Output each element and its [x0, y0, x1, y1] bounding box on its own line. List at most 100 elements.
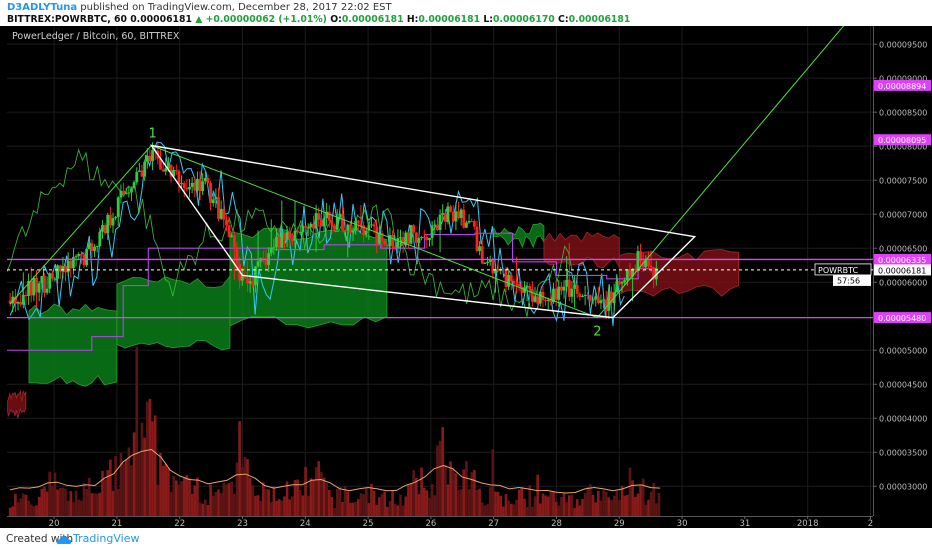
candle-body — [40, 276, 44, 284]
volume-bar — [193, 485, 197, 516]
volume-bar — [262, 482, 265, 516]
candle-body — [422, 237, 426, 239]
x-tick-label: 29 — [614, 519, 625, 528]
volume-bar — [409, 483, 413, 516]
chart-canvas[interactable]: 12 0.000095000.000090000.000085000.00008… — [0, 23, 932, 529]
author-name[interactable]: D3ADLYTuna — [7, 2, 78, 13]
candle-body — [19, 302, 23, 305]
volume-bar — [433, 495, 437, 516]
volume-bar — [370, 483, 373, 516]
volume-bar — [446, 484, 450, 516]
volume-bar — [145, 401, 149, 516]
candle-body — [475, 226, 479, 251]
candle-body — [428, 237, 431, 241]
volume-bar — [396, 505, 400, 516]
volume-bar — [269, 502, 273, 516]
volume-bar — [275, 500, 278, 516]
x-tick-label: 30 — [677, 519, 688, 528]
price-label-text: 0.00006335 — [878, 256, 926, 265]
candle-body — [98, 231, 102, 246]
volume-bar — [430, 483, 434, 516]
candle-body — [578, 293, 582, 297]
volume-bar — [528, 485, 532, 516]
candle-body — [525, 286, 529, 288]
candle-body — [261, 258, 265, 260]
x-tick-label: 2 — [868, 519, 873, 528]
volume-bar — [280, 500, 284, 516]
cloud-segment — [28, 303, 118, 387]
candle-body — [589, 295, 592, 300]
volume-bar — [19, 498, 22, 516]
volume-bar — [116, 488, 120, 516]
tradingview-brand[interactable]: TradingView — [73, 532, 140, 545]
candle-body — [269, 247, 273, 254]
candle-body — [219, 208, 223, 219]
volume-bar — [148, 398, 152, 516]
volume-bar — [246, 459, 249, 516]
volume-bar — [240, 466, 244, 516]
candle-body — [509, 274, 513, 282]
volume-bar — [288, 499, 292, 516]
candle-body — [528, 286, 532, 290]
x-tick-label: 27 — [488, 519, 499, 528]
candle-body — [507, 274, 511, 287]
volume-bar — [618, 500, 621, 516]
volume-bar — [51, 485, 54, 516]
candle-body — [29, 281, 33, 296]
cloud-segment — [493, 222, 545, 249]
candle-body — [559, 286, 563, 291]
volume-bar — [309, 478, 313, 516]
candle-body — [491, 259, 495, 274]
volume-bar — [151, 421, 154, 516]
candle-body — [496, 268, 500, 271]
candle-body — [45, 288, 49, 293]
last-price: 0.00006181 — [130, 14, 192, 25]
annotation-2: 2 — [593, 325, 601, 340]
volume-bar — [568, 495, 571, 516]
volume-bar — [80, 500, 83, 516]
candle-body — [483, 262, 487, 264]
volume-bar — [644, 504, 648, 516]
candle-body — [562, 286, 566, 291]
candle-body — [116, 197, 120, 217]
volume-bar — [356, 499, 360, 516]
candle-body — [443, 213, 447, 222]
volume-bar — [314, 467, 318, 516]
candle-body — [206, 178, 210, 184]
candle-body — [264, 258, 268, 265]
x-tick-label: 26 — [425, 519, 436, 528]
volume-bar — [554, 501, 558, 516]
open-label: O: — [330, 14, 342, 25]
candle-body — [74, 256, 78, 258]
volume-bar — [119, 452, 123, 516]
volume-bar — [156, 484, 160, 516]
volume-bar — [312, 480, 315, 516]
volume-bar — [277, 499, 281, 516]
candle-body — [24, 294, 28, 297]
candle-body — [517, 283, 521, 287]
volume-bar — [562, 493, 566, 516]
volume-bar — [591, 494, 595, 516]
volume-bar — [538, 503, 542, 516]
candle-body — [145, 155, 149, 162]
volume-bar — [391, 490, 394, 516]
volume-bar — [649, 491, 653, 516]
candle-body — [122, 190, 125, 194]
volume-bar — [56, 489, 59, 516]
axes: 0.00009500 0.00009000 0.00008500 0.00008000… — [7, 26, 932, 529]
volume-bar — [320, 471, 323, 516]
candle-body — [544, 300, 547, 302]
y-tick-label: 0.00008500 — [879, 108, 927, 117]
candle-body — [356, 220, 360, 224]
y-tick-label: 0.00003000 — [879, 483, 927, 492]
candle-body — [396, 238, 400, 248]
candle-body — [298, 232, 302, 234]
candle-body — [604, 299, 608, 311]
candle-body — [520, 286, 524, 293]
cloud-segment — [229, 228, 388, 329]
volume-bar — [459, 489, 463, 516]
volume-bars — [8, 346, 661, 516]
candle-body — [594, 296, 598, 300]
candle-body — [504, 270, 508, 287]
